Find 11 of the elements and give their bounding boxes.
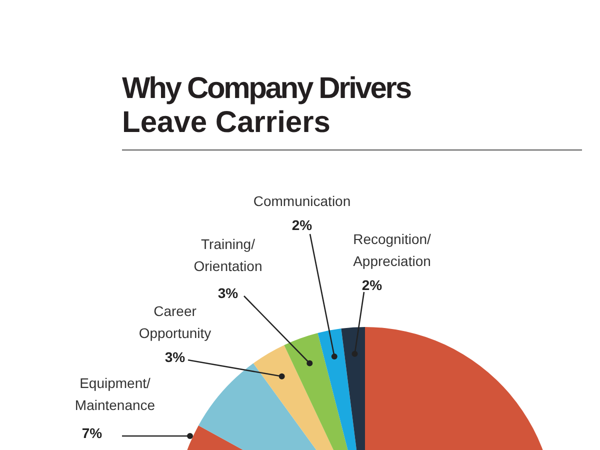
slice-label: Career Opportunity — [138, 303, 212, 341]
slice-label: Recognition/ Appreciation — [353, 231, 432, 269]
data-label: 3% — [164, 349, 186, 365]
slice-label: Training/ Orientation — [194, 236, 262, 274]
chart-title: Why Company Drivers Leave Carriers — [122, 72, 412, 139]
data-label: 3% — [218, 285, 239, 301]
data-label: 7% — [82, 425, 103, 441]
data-label: 2% — [362, 277, 383, 293]
slice-label: Equipment/ Maintenance — [74, 375, 156, 413]
slice-label: Communication — [253, 193, 351, 209]
data-label: 2% — [292, 217, 313, 233]
